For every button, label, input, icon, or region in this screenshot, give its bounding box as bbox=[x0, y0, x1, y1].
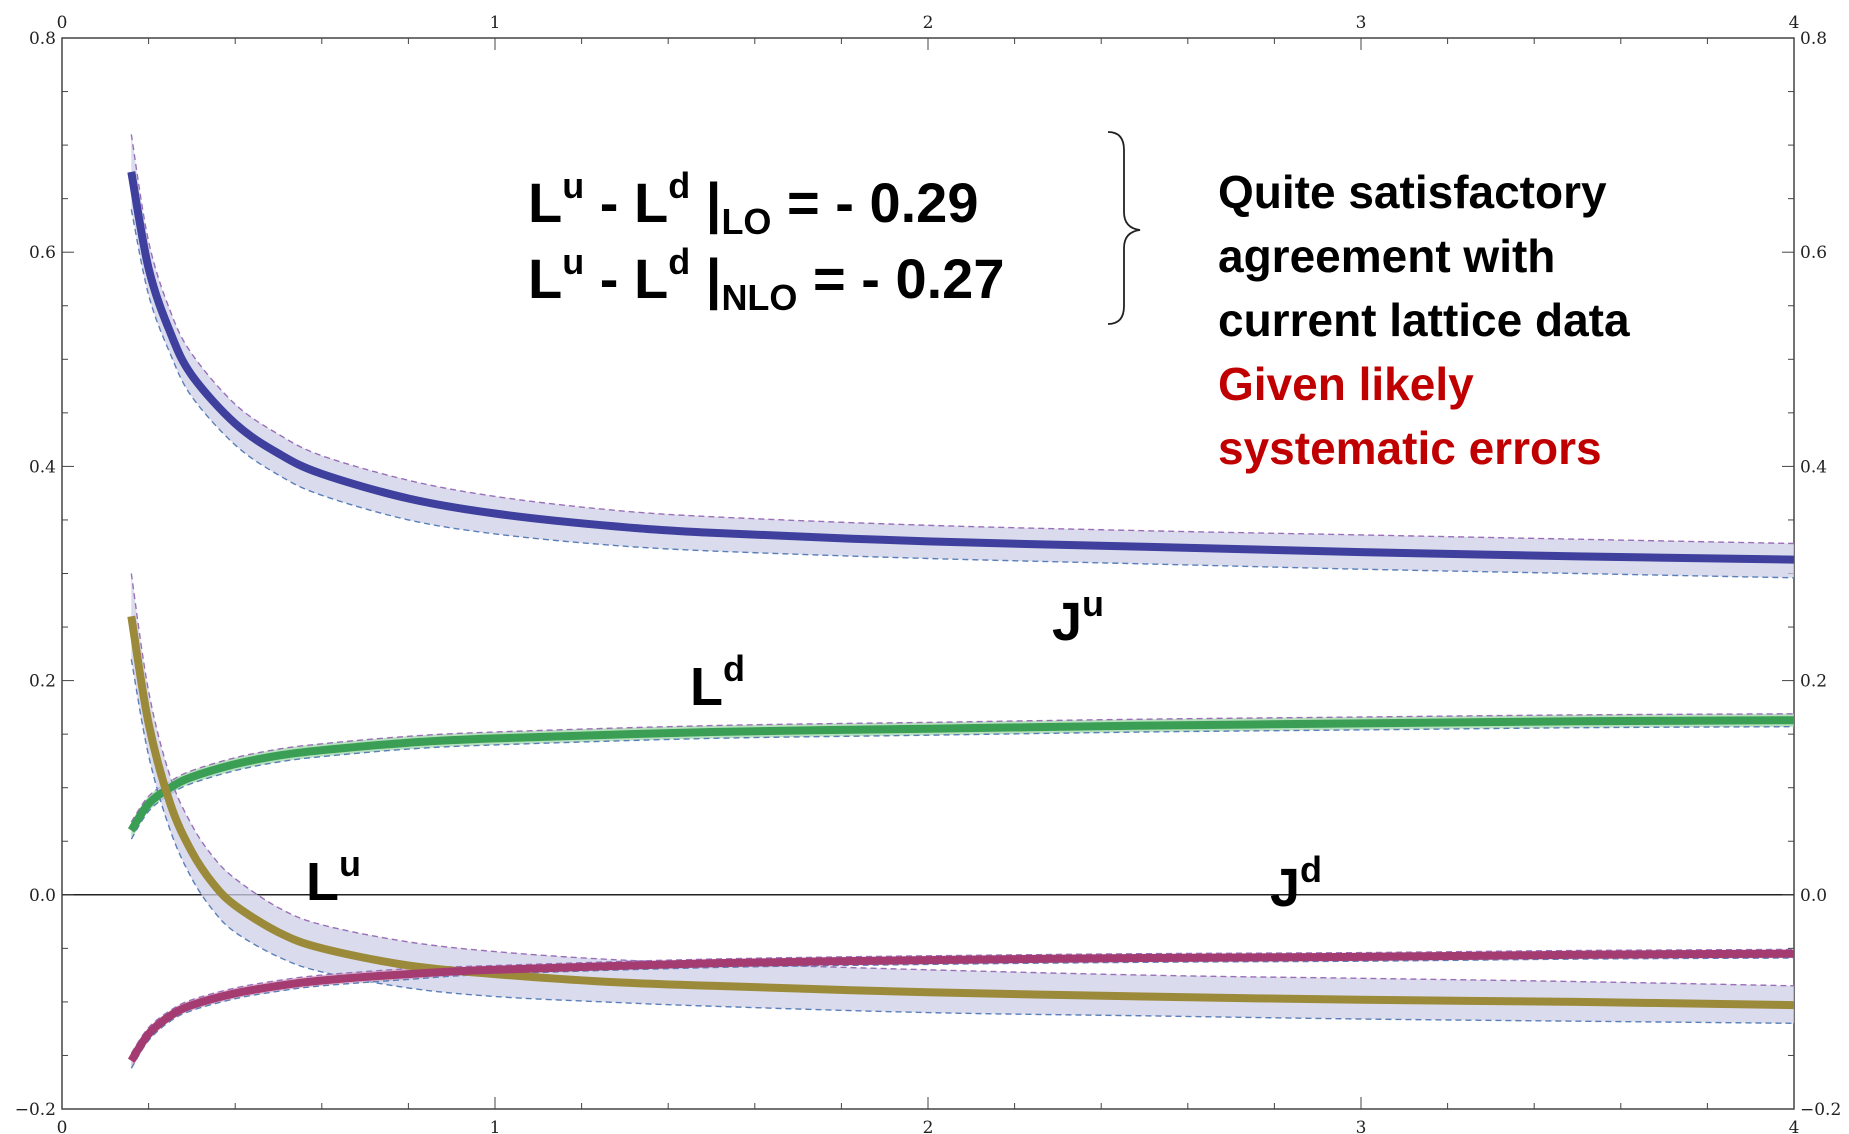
y-tick-label-right: 0.2 bbox=[1800, 672, 1827, 692]
error-band-1 bbox=[131, 713, 1794, 840]
series-line-2 bbox=[127, 615, 1795, 1010]
band-lower-edge-1 bbox=[130, 726, 1795, 840]
x-tick-label-top: 3 bbox=[1356, 13, 1367, 33]
series-lines bbox=[127, 171, 1795, 1063]
y-tick-label-right: 0.4 bbox=[1800, 457, 1827, 477]
y-tick-label-left: 0.0 bbox=[29, 886, 56, 906]
y-tick-label-left: 0.2 bbox=[29, 672, 56, 692]
x-tick-label-bottom: 4 bbox=[1789, 1118, 1800, 1134]
x-tick-label-bottom: 1 bbox=[490, 1118, 501, 1134]
note-line-5: systematic errors bbox=[1218, 422, 1602, 474]
series-label-lu: Lu bbox=[306, 843, 361, 912]
band-upper-edge-0 bbox=[130, 134, 1795, 545]
note-line-3: current lattice data bbox=[1218, 294, 1630, 346]
x-tick-label-bottom: 3 bbox=[1356, 1118, 1367, 1134]
y-tick-label-left: −0.2 bbox=[15, 1100, 56, 1120]
formula-nlo: Lu - Ld |NLO = - 0.27 bbox=[528, 241, 1004, 318]
x-tick-label-top: 2 bbox=[923, 13, 934, 33]
note-line-4: Given likely bbox=[1218, 358, 1474, 410]
x-tick-label-top: 0 bbox=[57, 13, 68, 33]
y-tick-label-right: 0.0 bbox=[1800, 886, 1827, 906]
series-line-3 bbox=[127, 949, 1795, 1063]
series-line-0 bbox=[127, 171, 1795, 564]
formula-lo: Lu - Ld |LO = - 0.29 bbox=[528, 165, 978, 242]
error-bands bbox=[130, 134, 1795, 1069]
y-tick-label-left: 0.8 bbox=[29, 29, 56, 49]
series-label-ld: Ld bbox=[690, 648, 745, 717]
band-lower-edge-3 bbox=[130, 957, 1795, 1069]
y-tick-label-left: 0.6 bbox=[29, 243, 56, 263]
x-tick-label-top: 1 bbox=[490, 13, 501, 33]
series-label-ju: Ju bbox=[1052, 583, 1104, 652]
x-tick-label-top: 4 bbox=[1789, 13, 1800, 33]
band-lower-edge-0 bbox=[130, 209, 1795, 579]
y-tick-label-right: 0.6 bbox=[1800, 243, 1827, 263]
x-tick-label-bottom: 2 bbox=[923, 1118, 934, 1134]
band-upper-edge-3 bbox=[130, 948, 1795, 1054]
note-line-2: agreement with bbox=[1218, 230, 1555, 282]
curly-brace bbox=[1107, 131, 1141, 325]
y-tick-label-right: −0.2 bbox=[1800, 1100, 1841, 1120]
band-upper-edge-2 bbox=[130, 573, 1795, 987]
note-line-1: Quite satisfactory bbox=[1218, 166, 1607, 218]
band-lower-edge-2 bbox=[130, 659, 1795, 1024]
band-upper-edge-1 bbox=[130, 713, 1795, 823]
y-tick-label-left: 0.4 bbox=[29, 457, 56, 477]
series-line-1 bbox=[127, 716, 1795, 833]
x-tick-label-bottom: 0 bbox=[57, 1118, 68, 1134]
y-tick-label-right: 0.8 bbox=[1800, 29, 1827, 49]
series-label-jd: Jd bbox=[1270, 849, 1322, 918]
